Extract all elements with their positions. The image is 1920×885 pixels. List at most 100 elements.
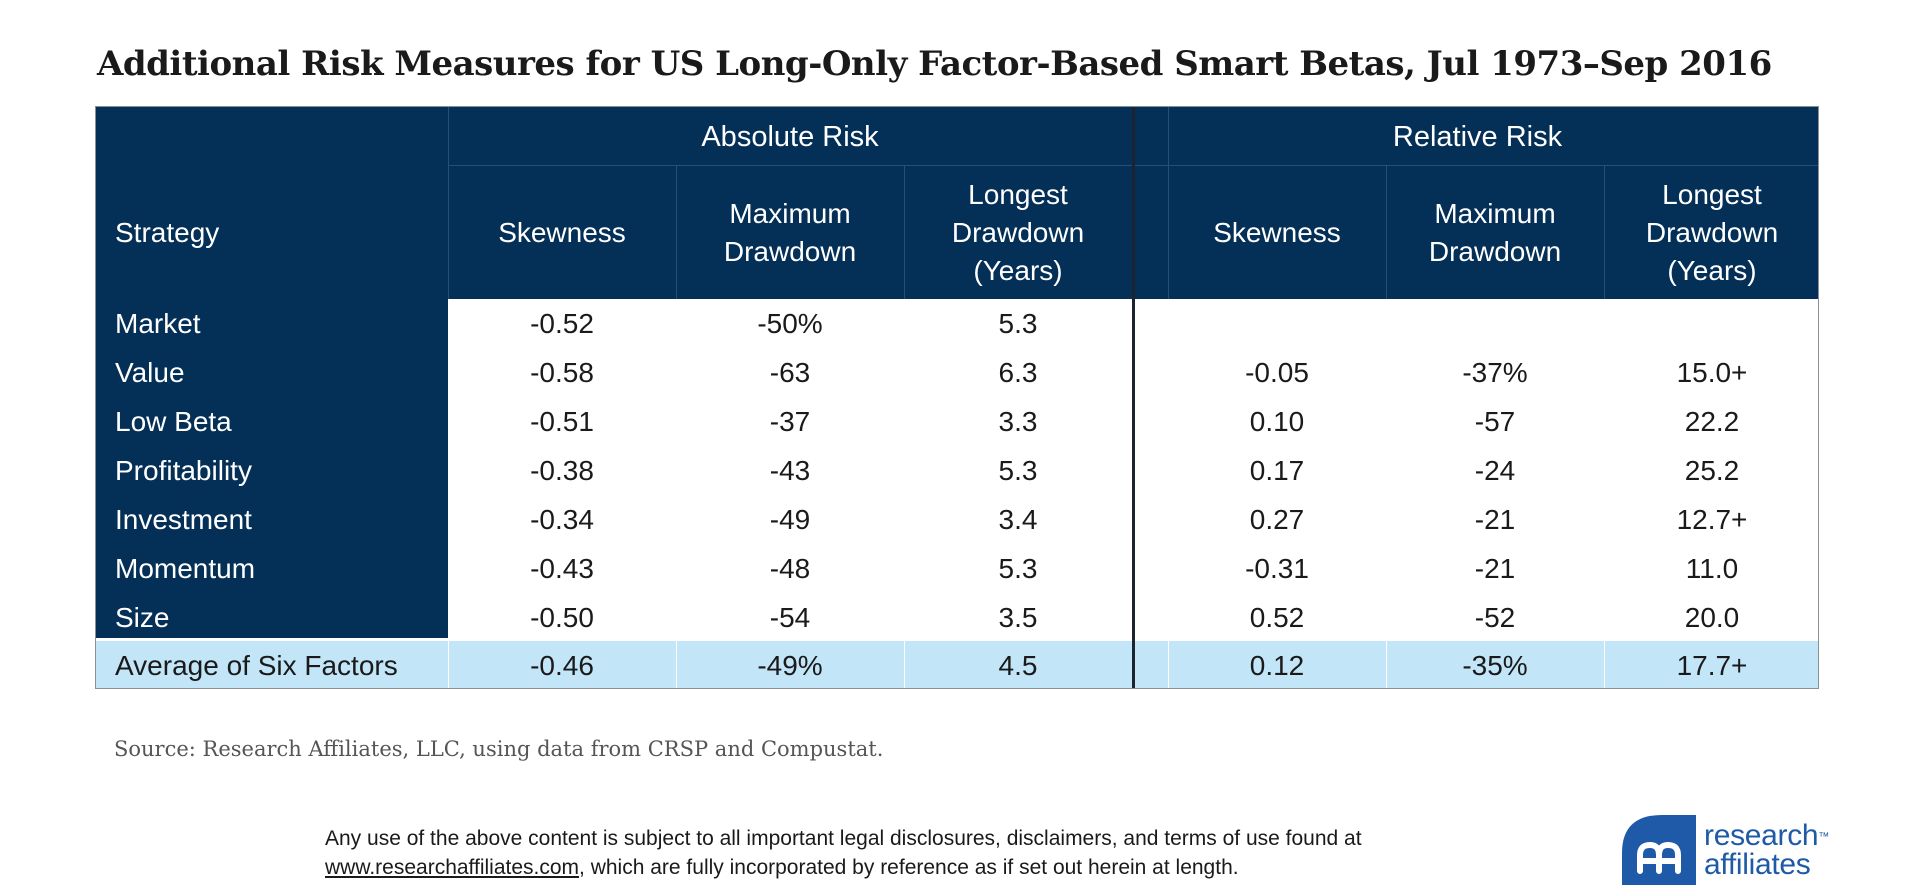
abs-max-drawdown-header: Maximum Drawdown [676,166,904,299]
rel-skewness-cell: 0.10 [1249,406,1305,437]
absolute-risk-header: Absolute Risk [701,121,879,153]
abs-longest-drawdown-cell: 5.3 [998,455,1038,486]
header-divider-absolute [448,165,1132,166]
header-vline [1168,107,1169,299]
abs-max-drawdown-cell: -49 [769,504,811,535]
rel-skewness-cell [1168,299,1386,348]
header-vline [1386,166,1387,299]
disclaimer-line-2: www.researchaffiliates.com, which are fu… [325,853,1362,882]
strategy-cell: Momentum [115,553,256,584]
abs-longest-drawdown-cell: 5.3 [998,308,1038,339]
page-title: Additional Risk Measures for US Long-Onl… [97,44,1772,84]
rel-skewness-cell: 0.27 [1249,504,1305,535]
abs-skewness-cell: -0.46 [530,650,594,681]
research-affiliates-logo: research™ affiliates [1622,815,1862,885]
risk-measures-table: Absolute Risk Relative Risk Strategy Ske… [95,106,1819,689]
rel-skewness-cell: 0.12 [1249,650,1305,681]
rel-max-drawdown-cell: -37% [1462,357,1528,388]
abs-longest-drawdown-cell: 5.3 [998,553,1038,584]
rel-longest-drawdown-cell: 15.0+ [1676,357,1748,388]
header-divider-relative [1135,165,1818,166]
abs-longest-drawdown-header: Longest Drawdown (Years) [904,166,1132,299]
rel-skewness-cell: -0.05 [1245,357,1309,388]
average-row-vline [1386,641,1387,688]
average-row: Average of Six Factors -0.46 -49% 4.5 0.… [96,641,1818,688]
rel-max-drawdown-label-2: Drawdown [1428,235,1562,267]
average-row-vline [676,641,677,688]
table-row: Profitability -0.38 -43 5.3 0.17 -24 25.… [96,446,1818,495]
abs-skewness-cell: -0.34 [530,504,594,535]
abs-max-drawdown-cell: -37 [769,406,811,437]
table-row: Market -0.52 -50% 5.3 [96,299,1818,348]
abs-skewness-cell: -0.51 [530,406,594,437]
table-row: Investment -0.34 -49 3.4 0.27 -21 12.7+ [96,495,1818,544]
logo-text-affiliates: affiliates [1704,848,1811,881]
abs-max-drawdown-label-2: Drawdown [723,235,857,267]
relative-risk-header: Relative Risk [1392,121,1563,153]
abs-max-drawdown-cell: -63 [769,357,811,388]
header-vline [904,166,905,299]
rel-max-drawdown-cell: -21 [1474,553,1516,584]
table-header [96,107,1818,299]
rel-max-drawdown-cell: -52 [1474,602,1516,633]
abs-max-drawdown-cell: -49% [757,650,823,681]
abs-longest-drawdown-cell: 6.3 [998,357,1038,388]
strategy-cell: Investment [115,504,252,535]
table-row: Size -0.50 -54 3.5 0.52 -52 20.0 [96,593,1818,642]
rel-max-drawdown-cell: -24 [1474,455,1516,486]
logo-wordmark: research™ affiliates [1704,821,1830,881]
strategy-column-header: Strategy [96,166,448,299]
rel-longest-drawdown-cell [1604,299,1818,348]
average-row-vline [1604,641,1605,688]
rel-longest-drawdown-label-2: Drawdown [1645,216,1779,248]
abs-max-drawdown-cell: -43 [769,455,811,486]
abs-max-drawdown-label-1: Maximum [729,197,851,229]
strategy-header-label: Strategy [115,216,220,248]
abs-longest-drawdown-cell: 3.4 [998,504,1038,535]
average-row-vline [904,641,905,688]
disclaimer-line-1: Any use of the above content is subject … [325,827,1362,850]
rel-longest-drawdown-label-3: (Years) [1667,254,1757,286]
strategy-cell: Market [115,308,201,339]
abs-longest-drawdown-label-3: (Years) [973,254,1063,286]
table-row: Momentum -0.43 -48 5.3 -0.31 -21 11.0 [96,544,1818,593]
average-row-background [96,641,1818,688]
header-vline [676,166,677,299]
average-row-vline [1168,641,1169,688]
abs-skewness-cell: -0.58 [530,357,594,388]
table-row: Low Beta -0.51 -37 3.3 0.10 -57 22.2 [96,397,1818,446]
website-link[interactable]: www.researchaffiliates.com [325,856,580,879]
abs-longest-drawdown-label-2: Drawdown [951,216,1085,248]
rel-max-drawdown-cell: -35% [1462,650,1528,681]
rel-longest-drawdown-cell: 25.2 [1684,455,1740,486]
trademark-symbol: ™ [1818,831,1830,843]
rel-skewness-cell: -0.31 [1245,553,1309,584]
abs-max-drawdown-cell: -50% [757,308,823,339]
logo-mark-icon [1622,815,1696,885]
rel-longest-drawdown-cell: 20.0 [1684,602,1740,633]
abs-longest-drawdown-cell: 3.3 [998,406,1038,437]
header-vline [448,107,449,299]
absolute-relative-divider [1132,107,1135,688]
rel-max-drawdown-header: Maximum Drawdown [1386,166,1604,299]
rel-skewness-header: Skewness [1168,166,1386,299]
abs-skewness-cell: -0.52 [530,308,594,339]
strategy-cell: Value [115,357,185,388]
rel-longest-drawdown-cell: 22.2 [1684,406,1740,437]
abs-longest-drawdown-label-1: Longest [968,178,1068,210]
header-vline [1604,166,1605,299]
rel-max-drawdown-label-1: Maximum [1434,197,1556,229]
abs-max-drawdown-cell: -48 [769,553,811,584]
rel-skewness-cell: 0.17 [1249,455,1305,486]
strategy-column-background [96,299,448,638]
rel-longest-drawdown-label-1: Longest [1662,178,1762,210]
abs-skewness-header: Skewness [448,166,676,299]
table-row: Value -0.58 -63 6.3 -0.05 -37% 15.0+ [96,348,1818,397]
abs-skewness-cell: -0.43 [530,553,594,584]
rel-max-drawdown-cell: -21 [1474,504,1516,535]
abs-longest-drawdown-cell: 4.5 [998,650,1038,681]
legal-disclaimer: Any use of the above content is subject … [325,824,1362,882]
abs-skewness-label: Skewness [498,216,626,248]
average-row-vline [448,641,449,688]
abs-max-drawdown-cell: -54 [769,602,811,633]
